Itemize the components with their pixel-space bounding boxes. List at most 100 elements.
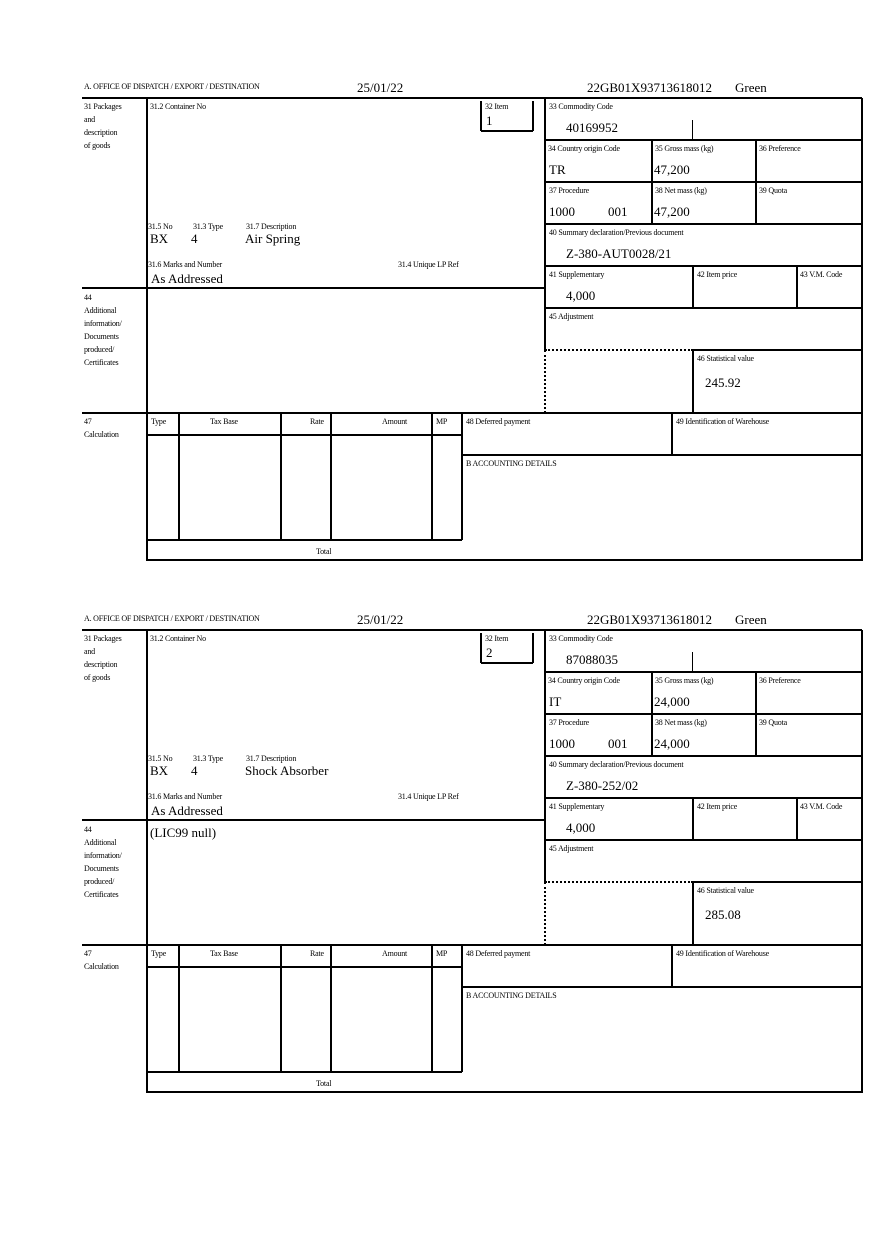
calculation-label: Calculation bbox=[84, 430, 119, 439]
route-colour: Green bbox=[735, 612, 767, 627]
gross-mass-label: 35 Gross mass (kg) bbox=[655, 676, 714, 685]
divider bbox=[532, 101, 534, 131]
divider bbox=[280, 945, 282, 1072]
declaration-reference: 22GB01X93713618012 bbox=[587, 80, 712, 95]
country-origin-label: 34 Country origin Code bbox=[548, 676, 620, 685]
package-kind: BX bbox=[150, 231, 169, 246]
office-label: A. OFFICE OF DISPATCH / EXPORT / DESTINA… bbox=[84, 614, 260, 623]
total-label: Total bbox=[316, 1079, 332, 1088]
divider bbox=[146, 98, 148, 561]
divider bbox=[692, 350, 694, 413]
calc-rate-header: Rate bbox=[310, 949, 324, 958]
divider bbox=[692, 652, 693, 672]
summary-declaration-label: 40 Summary declaration/Previous document bbox=[549, 760, 684, 769]
package-kind: BX bbox=[150, 763, 169, 778]
packages-label: 31 Packages bbox=[84, 634, 122, 643]
statistical-value-label: 46 Statistical value bbox=[697, 886, 754, 895]
quota-label: 39 Quota bbox=[759, 186, 787, 195]
vm-code-label: 43 V.M. Code bbox=[800, 270, 843, 279]
divider bbox=[861, 98, 863, 561]
additional-info-label: Documents bbox=[84, 332, 119, 341]
package-no-label: 31.5 No bbox=[148, 222, 173, 231]
commodity-code-label: 33 Commodity Code bbox=[549, 102, 613, 111]
calculation-label: 47 bbox=[84, 949, 92, 958]
calc-tax-base-header: Tax Base bbox=[210, 949, 238, 958]
supplementary-label: 41 Supplementary bbox=[549, 802, 605, 811]
divider bbox=[461, 945, 463, 1072]
calc-amount-header: Amount bbox=[382, 949, 408, 958]
divider bbox=[82, 629, 862, 631]
route-colour: Green bbox=[735, 80, 767, 95]
divider bbox=[545, 181, 862, 183]
divider bbox=[796, 798, 798, 840]
divider bbox=[532, 633, 534, 663]
additional-info-label: Additional bbox=[84, 838, 117, 847]
calc-mp-header: MP bbox=[436, 949, 448, 958]
divider bbox=[545, 307, 862, 309]
goods-description: Air Spring bbox=[245, 231, 301, 246]
divider bbox=[178, 413, 180, 540]
additional-info-label: information/ bbox=[84, 319, 122, 328]
description-label: 31.7 Description bbox=[246, 754, 297, 763]
divider bbox=[545, 839, 862, 841]
net-mass: 24,000 bbox=[654, 736, 690, 751]
divider bbox=[431, 413, 433, 540]
divider bbox=[147, 559, 862, 561]
supplementary-units: 4,000 bbox=[566, 288, 596, 303]
divider bbox=[82, 97, 862, 99]
divider bbox=[544, 882, 546, 945]
packages-label: and bbox=[84, 647, 95, 656]
supplementary-label: 41 Supplementary bbox=[549, 270, 605, 279]
procedure-label: 37 Procedure bbox=[549, 718, 590, 727]
container-no-label: 31.2 Container No bbox=[150, 634, 206, 643]
divider bbox=[82, 287, 545, 289]
item-label: 32 Item bbox=[485, 634, 509, 643]
divider bbox=[280, 413, 282, 540]
divider bbox=[755, 672, 757, 756]
additional-info-label: produced/ bbox=[84, 345, 115, 354]
divider bbox=[545, 349, 693, 351]
divider bbox=[545, 223, 862, 225]
country-origin-label: 34 Country origin Code bbox=[548, 144, 620, 153]
marks-label: 31.6 Marks and Number bbox=[148, 792, 223, 801]
divider bbox=[545, 881, 693, 883]
divider bbox=[147, 966, 462, 968]
additional-info-label: Certificates bbox=[84, 358, 119, 367]
warehouse-label: 49 Identification of Warehouse bbox=[676, 417, 769, 426]
container-no-label: 31.2 Container No bbox=[150, 102, 206, 111]
additional-info-label: Documents bbox=[84, 864, 119, 873]
statistical-value-label: 46 Statistical value bbox=[697, 354, 754, 363]
divider bbox=[147, 539, 462, 541]
divider bbox=[545, 139, 862, 141]
divider bbox=[651, 672, 653, 756]
packages-label: 31 Packages bbox=[84, 102, 122, 111]
declaration-item-form: A. OFFICE OF DISPATCH / EXPORT / DESTINA… bbox=[0, 532, 882, 1093]
procedure-label: 37 Procedure bbox=[549, 186, 590, 195]
deferred-payment-label: 48 Deferred payment bbox=[466, 417, 531, 426]
preference-label: 36 Preference bbox=[759, 144, 801, 153]
divider bbox=[147, 434, 462, 436]
divider bbox=[693, 881, 862, 883]
supplementary-units: 4,000 bbox=[566, 820, 596, 835]
calculation-label: Calculation bbox=[84, 962, 119, 971]
procedure-code: 1000 bbox=[549, 736, 575, 751]
divider bbox=[544, 350, 546, 413]
divider bbox=[692, 120, 693, 140]
unique-lp-ref-label: 31.4 Unique LP Ref bbox=[398, 792, 459, 801]
divider bbox=[431, 945, 433, 1072]
additional-info-value: (LIC99 null) bbox=[150, 825, 217, 840]
accounting-details-label: B ACCOUNTING DETAILS bbox=[466, 991, 557, 1000]
net-mass-label: 38 Net mass (kg) bbox=[655, 186, 707, 195]
divider bbox=[147, 1071, 462, 1073]
goods-description: Shock Absorber bbox=[245, 763, 329, 778]
calc-rate-header: Rate bbox=[310, 417, 324, 426]
divider bbox=[480, 633, 482, 663]
divider bbox=[545, 713, 862, 715]
summary-declaration: Z-380-AUT0028/21 bbox=[566, 246, 672, 261]
country-origin: TR bbox=[549, 162, 566, 177]
calculation-label: 47 bbox=[84, 417, 92, 426]
description-label: 31.7 Description bbox=[246, 222, 297, 231]
additional-info-label: 44 bbox=[84, 825, 92, 834]
statistical-value: 285.08 bbox=[705, 907, 741, 922]
procedure-additional-code: 001 bbox=[608, 204, 628, 219]
